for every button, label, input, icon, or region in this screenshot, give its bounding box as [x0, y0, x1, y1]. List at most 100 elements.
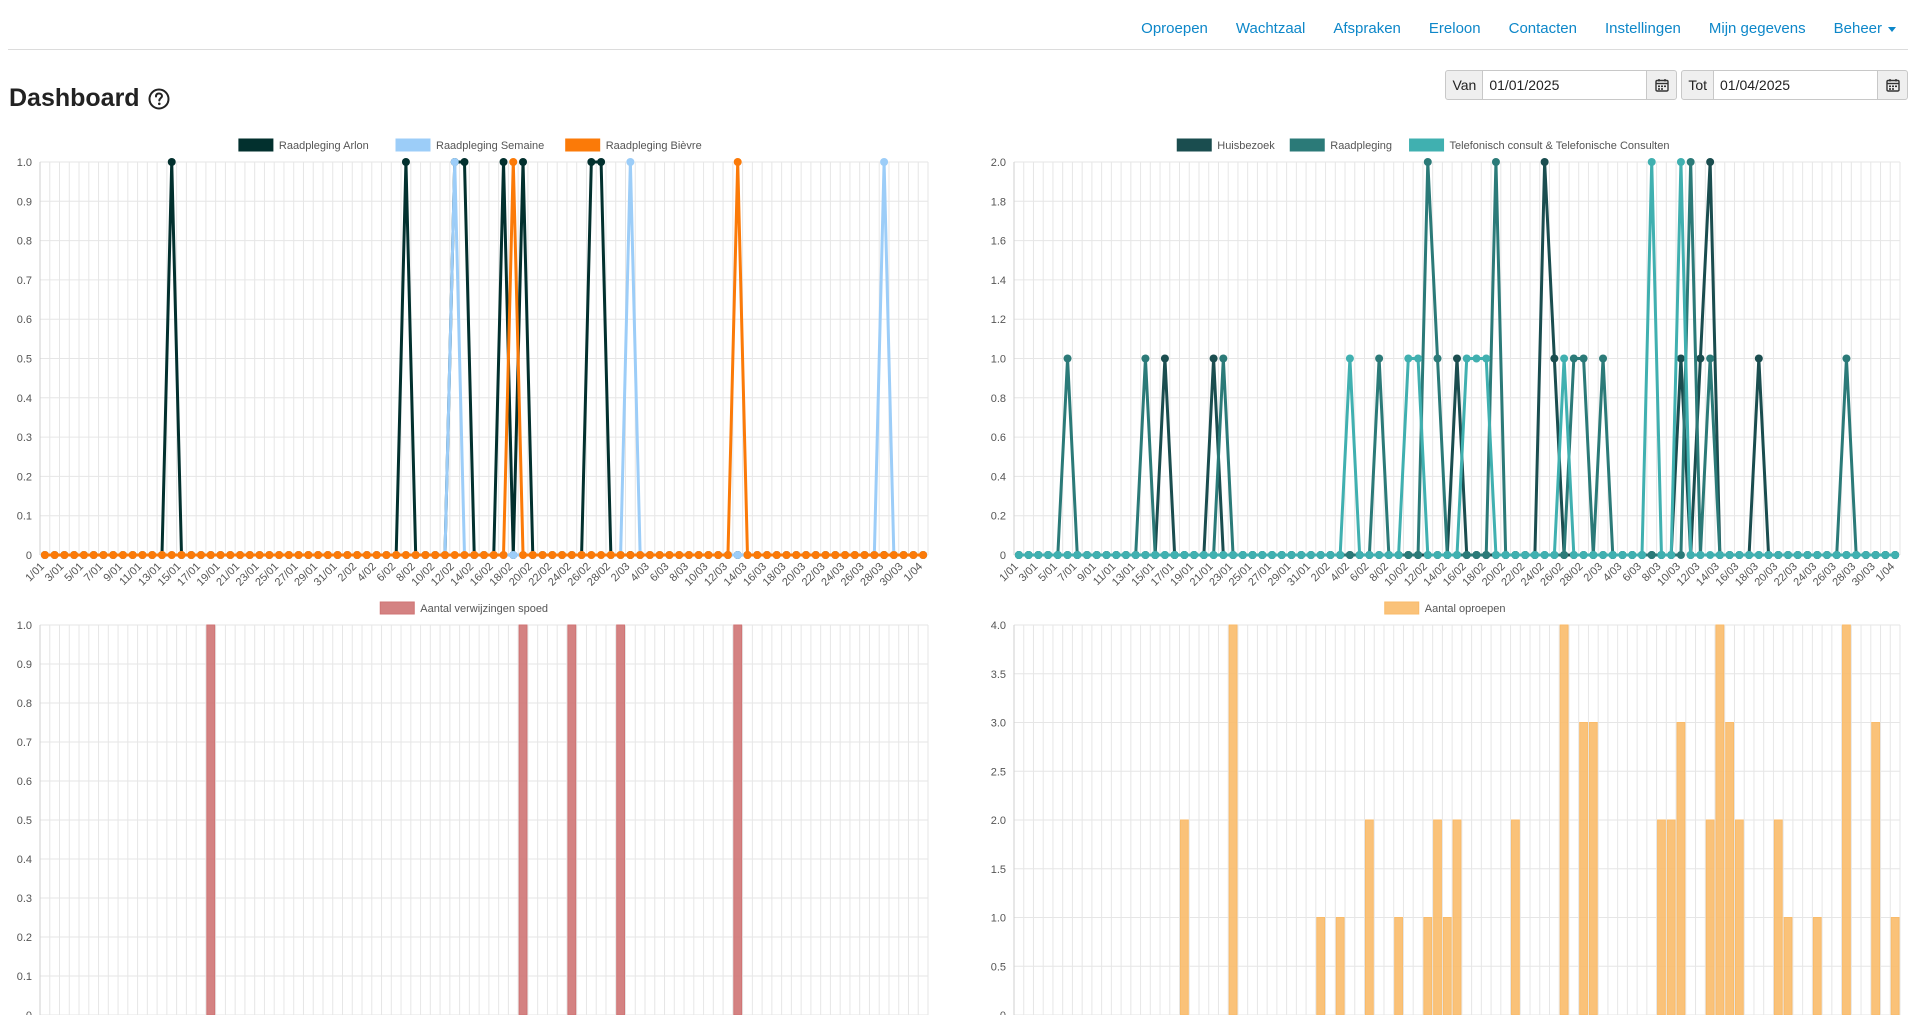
data-point[interactable]	[684, 551, 693, 559]
data-point[interactable]	[1482, 354, 1491, 363]
data-point[interactable]	[89, 551, 98, 559]
data-point[interactable]	[1599, 551, 1608, 559]
data-bar[interactable]	[1812, 917, 1822, 1015]
data-point[interactable]	[1715, 551, 1724, 559]
data-point[interactable]	[704, 551, 713, 559]
data-point[interactable]	[1462, 354, 1471, 363]
data-point[interactable]	[138, 551, 147, 559]
data-point[interactable]	[499, 158, 508, 166]
legend-item[interactable]: Telefonisch consult & Telefonische Consu…	[1409, 138, 1670, 152]
data-point[interactable]	[1443, 551, 1452, 559]
data-point[interactable]	[1599, 354, 1608, 363]
data-point[interactable]	[1199, 551, 1208, 559]
legend-item[interactable]: Aantal verwijzingen spoed	[379, 601, 548, 615]
data-point[interactable]	[304, 551, 313, 559]
data-bar[interactable]	[1725, 722, 1735, 1015]
data-point[interactable]	[1774, 551, 1783, 559]
nav-wachtzaal[interactable]: Wachtzaal	[1235, 20, 1306, 37]
data-point[interactable]	[831, 551, 840, 559]
data-bar[interactable]	[616, 624, 626, 1015]
data-point[interactable]	[1345, 354, 1354, 363]
data-point[interactable]	[314, 551, 323, 559]
data-point[interactable]	[577, 551, 586, 559]
data-point[interactable]	[1560, 551, 1569, 559]
data-point[interactable]	[128, 551, 137, 559]
data-bar[interactable]	[567, 624, 577, 1015]
data-bar[interactable]	[1773, 819, 1783, 1015]
data-point[interactable]	[1618, 551, 1627, 559]
data-point[interactable]	[1550, 551, 1559, 559]
data-bar[interactable]	[1179, 819, 1189, 1015]
data-point[interactable]	[1414, 354, 1423, 363]
data-point[interactable]	[1706, 158, 1715, 166]
data-bar[interactable]	[1433, 819, 1442, 1015]
data-point[interactable]	[1297, 551, 1306, 559]
data-point[interactable]	[889, 551, 898, 559]
data-point[interactable]	[1014, 551, 1023, 559]
from-date-input[interactable]	[1483, 70, 1647, 100]
data-point[interactable]	[392, 551, 401, 559]
data-point[interactable]	[1589, 551, 1598, 559]
data-point[interactable]	[1384, 551, 1393, 559]
data-point[interactable]	[1433, 551, 1442, 559]
nav-beheer-dropdown[interactable]: Beheer	[1834, 20, 1896, 37]
data-point[interactable]	[1433, 354, 1442, 363]
data-point[interactable]	[1229, 551, 1238, 559]
data-bar[interactable]	[1705, 819, 1715, 1015]
data-point[interactable]	[1345, 551, 1354, 559]
data-point[interactable]	[70, 551, 79, 559]
data-point[interactable]	[1540, 551, 1549, 559]
data-point[interactable]	[1404, 354, 1413, 363]
data-point[interactable]	[1784, 551, 1793, 559]
data-point[interactable]	[1326, 551, 1335, 559]
data-point[interactable]	[460, 551, 469, 559]
data-point[interactable]	[597, 158, 606, 166]
data-bar[interactable]	[1676, 722, 1686, 1015]
data-point[interactable]	[1569, 551, 1578, 559]
data-bar[interactable]	[518, 624, 528, 1015]
data-point[interactable]	[772, 551, 781, 559]
data-point[interactable]	[40, 551, 49, 559]
data-point[interactable]	[333, 551, 342, 559]
data-point[interactable]	[1881, 551, 1890, 559]
data-point[interactable]	[1482, 551, 1491, 559]
data-point[interactable]	[177, 551, 186, 559]
data-point[interactable]	[762, 551, 771, 559]
legend-item[interactable]: Raadpleging	[1289, 138, 1392, 152]
data-point[interactable]	[1686, 551, 1695, 559]
data-point[interactable]	[782, 551, 791, 559]
data-point[interactable]	[606, 551, 615, 559]
data-point[interactable]	[1365, 551, 1374, 559]
data-point[interactable]	[1092, 551, 1101, 559]
data-point[interactable]	[1316, 551, 1325, 559]
data-point[interactable]	[1287, 551, 1296, 559]
data-point[interactable]	[1160, 354, 1169, 363]
data-point[interactable]	[440, 551, 449, 559]
data-point[interactable]	[616, 551, 625, 559]
data-bar[interactable]	[1871, 722, 1881, 1015]
data-bar[interactable]	[733, 624, 743, 1015]
data-point[interactable]	[1180, 551, 1189, 559]
data-point[interactable]	[1209, 551, 1218, 559]
data-point[interactable]	[197, 551, 206, 559]
data-point[interactable]	[841, 551, 850, 559]
data-point[interactable]	[538, 551, 547, 559]
data-point[interactable]	[548, 551, 557, 559]
legend-item[interactable]: Aantal oproepen	[1384, 601, 1506, 615]
data-point[interactable]	[1219, 354, 1228, 363]
data-point[interactable]	[1852, 551, 1861, 559]
nav-afspraken[interactable]: Afspraken	[1333, 20, 1401, 37]
data-point[interactable]	[343, 551, 352, 559]
data-point[interactable]	[1462, 551, 1471, 559]
nav-mijn-gegevens[interactable]: Mijn gegevens	[1708, 20, 1806, 37]
data-point[interactable]	[1579, 354, 1588, 363]
data-point[interactable]	[919, 551, 928, 559]
data-point[interactable]	[587, 158, 596, 166]
data-point[interactable]	[1491, 158, 1500, 166]
data-point[interactable]	[1706, 551, 1715, 559]
data-point[interactable]	[1706, 354, 1715, 363]
data-point[interactable]	[626, 158, 635, 166]
data-point[interactable]	[909, 551, 918, 559]
data-point[interactable]	[870, 551, 879, 559]
data-point[interactable]	[1540, 158, 1549, 166]
